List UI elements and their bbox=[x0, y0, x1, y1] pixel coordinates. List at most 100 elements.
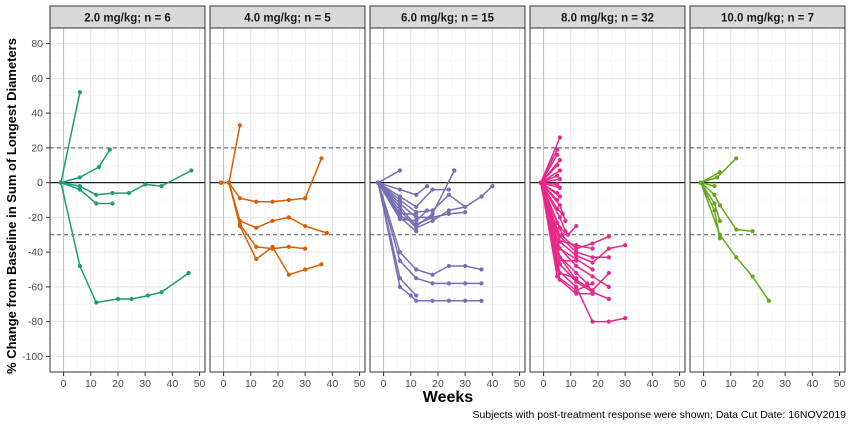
series-line bbox=[540, 154, 558, 183]
y-tick-label: 80 bbox=[31, 38, 43, 50]
x-tick-label: 0 bbox=[221, 378, 227, 390]
data-point bbox=[574, 276, 579, 281]
data-point bbox=[430, 211, 435, 216]
facet-panel-5: 10.0 mg/kg; n = 7 0 10 20 30 40 50 bbox=[689, 5, 846, 390]
data-point bbox=[574, 291, 579, 296]
x-tick-label: 10 bbox=[725, 378, 737, 390]
data-point bbox=[446, 192, 451, 197]
data-point bbox=[303, 246, 308, 251]
data-point bbox=[237, 196, 243, 201]
x-tick-label: 30 bbox=[299, 378, 311, 390]
data-point bbox=[414, 222, 419, 227]
data-point bbox=[414, 204, 419, 210]
data-point bbox=[715, 175, 720, 180]
data-point bbox=[557, 246, 563, 251]
facet-strip-title: 8.0 mg/kg; n = 32 bbox=[561, 13, 654, 25]
data-point bbox=[557, 135, 563, 140]
data-point bbox=[414, 225, 419, 230]
data-point bbox=[446, 187, 451, 192]
series-line bbox=[377, 169, 401, 184]
data-point bbox=[397, 194, 403, 199]
data-point bbox=[555, 163, 560, 168]
data-point bbox=[446, 263, 451, 269]
data-point bbox=[590, 319, 595, 324]
y-tick-label: -100 bbox=[22, 351, 43, 363]
data-point bbox=[590, 246, 595, 251]
data-point bbox=[557, 157, 563, 163]
data-point bbox=[425, 208, 430, 213]
data-point bbox=[430, 215, 435, 220]
x-tick-label: 10 bbox=[85, 378, 97, 390]
series-line bbox=[377, 182, 466, 219]
facet-panel-4: 8.0 mg/kg; n = 32 0 10 20 30 40 50 bbox=[529, 5, 686, 390]
series-line bbox=[377, 181, 428, 196]
x-tick-label: 10 bbox=[565, 378, 577, 390]
data-point bbox=[303, 267, 308, 272]
data-point bbox=[590, 255, 595, 260]
data-point bbox=[555, 173, 560, 178]
data-point bbox=[446, 208, 451, 213]
data-point bbox=[270, 244, 275, 250]
x-tick-label: 30 bbox=[619, 378, 631, 390]
data-point bbox=[414, 229, 419, 234]
data-point bbox=[303, 223, 308, 229]
x-tick-label: 0 bbox=[541, 378, 547, 390]
y-tick-label: 0 bbox=[37, 177, 43, 189]
data-point bbox=[430, 272, 435, 277]
data-point bbox=[397, 197, 403, 203]
x-tick-label: 20 bbox=[272, 378, 284, 390]
series-line bbox=[540, 164, 558, 184]
series-line bbox=[220, 181, 306, 250]
x-tick-label: 40 bbox=[167, 378, 179, 390]
data-point bbox=[463, 210, 468, 215]
x-tick-label: 10 bbox=[245, 378, 257, 390]
data-point bbox=[286, 272, 291, 277]
facet-strip-title: 2.0 mg/kg; n = 6 bbox=[84, 13, 171, 25]
x-tick-label: 30 bbox=[779, 378, 791, 390]
series-line bbox=[377, 182, 428, 222]
panel-border bbox=[49, 27, 206, 373]
series-line bbox=[540, 182, 626, 264]
panel-border bbox=[529, 27, 686, 373]
data-point bbox=[555, 152, 560, 157]
series-line bbox=[220, 181, 322, 276]
series-line bbox=[60, 169, 192, 196]
data-point bbox=[574, 288, 579, 293]
data-point bbox=[590, 267, 595, 272]
series-line bbox=[377, 182, 493, 213]
x-tick-label: 40 bbox=[327, 378, 339, 390]
data-point bbox=[463, 281, 468, 286]
data-point bbox=[750, 229, 755, 234]
x-tick-label: 50 bbox=[834, 378, 846, 390]
data-point bbox=[414, 218, 419, 223]
data-point bbox=[425, 184, 430, 189]
data-point bbox=[446, 211, 451, 216]
data-point bbox=[606, 246, 611, 251]
data-point bbox=[226, 180, 232, 185]
x-tick-label: 0 bbox=[381, 378, 387, 390]
data-point bbox=[286, 197, 291, 203]
x-tick-label: 40 bbox=[487, 378, 499, 390]
data-point bbox=[555, 147, 560, 152]
data-point bbox=[414, 211, 419, 216]
data-point bbox=[77, 187, 83, 192]
data-point bbox=[698, 180, 703, 185]
data-point bbox=[555, 274, 560, 279]
data-point bbox=[557, 168, 563, 173]
data-point bbox=[606, 296, 611, 302]
data-point bbox=[414, 215, 419, 220]
data-point bbox=[397, 250, 403, 255]
data-point bbox=[237, 123, 243, 128]
x-axis-title: Weeks bbox=[423, 389, 474, 406]
data-point bbox=[557, 177, 563, 182]
data-point bbox=[414, 192, 419, 197]
data-point bbox=[590, 291, 595, 296]
series-line bbox=[540, 178, 561, 184]
series-line bbox=[60, 182, 190, 304]
data-point bbox=[463, 263, 468, 269]
data-point bbox=[712, 208, 717, 213]
data-point bbox=[397, 217, 403, 222]
series-line bbox=[540, 182, 593, 271]
data-point bbox=[734, 227, 739, 232]
data-point bbox=[94, 192, 99, 197]
